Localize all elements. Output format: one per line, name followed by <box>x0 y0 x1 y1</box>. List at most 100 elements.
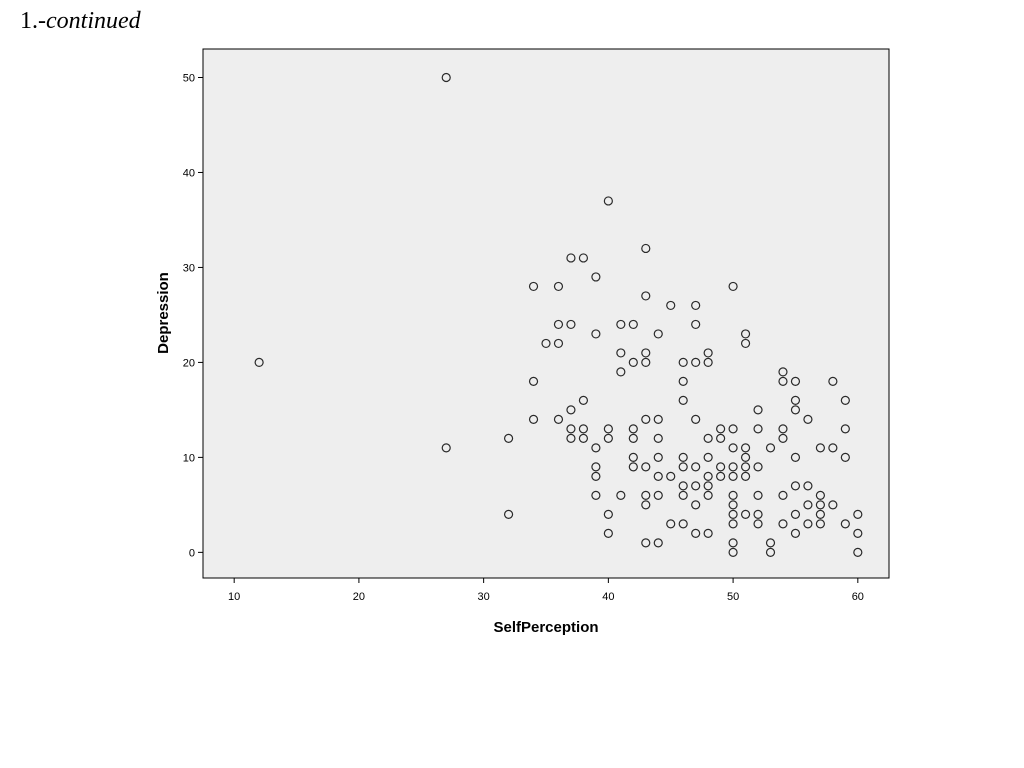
data-point <box>853 547 863 557</box>
y-tick-label: 0 <box>189 547 195 559</box>
data-point <box>753 519 763 529</box>
data-point <box>828 443 838 453</box>
data-point <box>666 519 676 529</box>
data-point <box>691 300 701 311</box>
data-point <box>616 348 626 358</box>
data-point <box>815 490 826 500</box>
data-point <box>591 490 601 500</box>
data-point <box>566 253 576 263</box>
data-point <box>740 452 751 462</box>
data-point <box>753 462 763 472</box>
x-tick-label: 30 <box>478 591 490 603</box>
data-point <box>840 519 850 529</box>
data-point <box>728 281 738 292</box>
data-point <box>740 462 751 472</box>
data-point <box>578 253 589 263</box>
data-point <box>603 433 613 443</box>
heading-suffix: -continued <box>38 8 141 34</box>
data-point <box>678 357 688 368</box>
data-point <box>778 490 788 500</box>
data-point <box>678 452 688 462</box>
data-point <box>578 433 589 443</box>
data-point <box>566 424 576 434</box>
data-point <box>703 433 713 443</box>
data-point <box>778 519 788 529</box>
data-point <box>728 471 738 481</box>
data-point <box>803 519 813 529</box>
data-point <box>641 243 651 254</box>
data-point <box>666 471 676 481</box>
data-point <box>740 471 751 481</box>
data-point <box>503 433 514 443</box>
x-axis-title: SelfPerception <box>493 619 598 636</box>
data-point <box>641 348 651 358</box>
data-point <box>728 490 738 500</box>
data-point <box>566 405 576 415</box>
data-point <box>441 72 451 83</box>
data-point <box>566 433 576 443</box>
data-points <box>254 72 863 557</box>
data-point <box>778 376 788 387</box>
data-point <box>716 471 726 481</box>
data-point <box>566 319 576 330</box>
data-point <box>728 509 738 519</box>
data-point <box>616 319 626 330</box>
data-point <box>728 443 738 453</box>
data-point <box>553 414 564 424</box>
data-point <box>603 424 613 434</box>
slide-heading: 1.-continued <box>20 8 141 35</box>
data-point <box>553 319 564 330</box>
data-point <box>828 500 838 510</box>
data-point <box>691 462 701 472</box>
data-point <box>815 509 826 519</box>
data-point <box>840 452 850 462</box>
data-point <box>753 424 763 434</box>
data-point <box>790 452 801 462</box>
data-point <box>628 452 638 462</box>
data-point <box>666 300 676 311</box>
data-point <box>641 490 651 500</box>
data-point <box>740 329 751 339</box>
x-tick-label: 60 <box>852 591 864 603</box>
data-point <box>728 424 738 434</box>
data-point <box>553 281 564 292</box>
data-point <box>778 367 788 377</box>
data-point <box>716 433 726 443</box>
data-point <box>653 329 663 339</box>
data-point <box>528 281 539 292</box>
data-point <box>716 462 726 472</box>
data-point <box>678 490 688 500</box>
data-point <box>728 500 738 510</box>
data-point <box>728 462 738 472</box>
data-point <box>603 509 613 519</box>
data-point <box>790 376 801 387</box>
y-tick-label: 50 <box>183 72 195 84</box>
data-point <box>641 357 651 368</box>
data-point <box>728 538 738 548</box>
data-point <box>628 462 638 472</box>
data-point <box>628 357 638 368</box>
data-point <box>703 490 713 500</box>
data-point <box>803 414 813 424</box>
data-point <box>691 414 701 424</box>
data-point <box>753 490 763 500</box>
data-point <box>641 414 651 424</box>
data-point <box>790 395 801 406</box>
data-point <box>678 462 688 472</box>
data-point <box>778 424 788 434</box>
data-point <box>790 481 801 491</box>
x-tick-label: 50 <box>727 591 739 603</box>
data-point <box>753 405 763 415</box>
data-point <box>740 443 751 453</box>
data-point <box>853 509 863 519</box>
data-point <box>541 338 551 349</box>
data-point <box>591 329 601 339</box>
data-point <box>653 490 663 500</box>
data-point <box>691 481 701 491</box>
data-point <box>740 509 751 519</box>
data-point <box>641 291 651 301</box>
data-point <box>591 443 601 453</box>
data-point <box>765 547 776 557</box>
axes: 10 20 30 40 50 60 0 10 20 30 40 50 <box>183 72 864 603</box>
